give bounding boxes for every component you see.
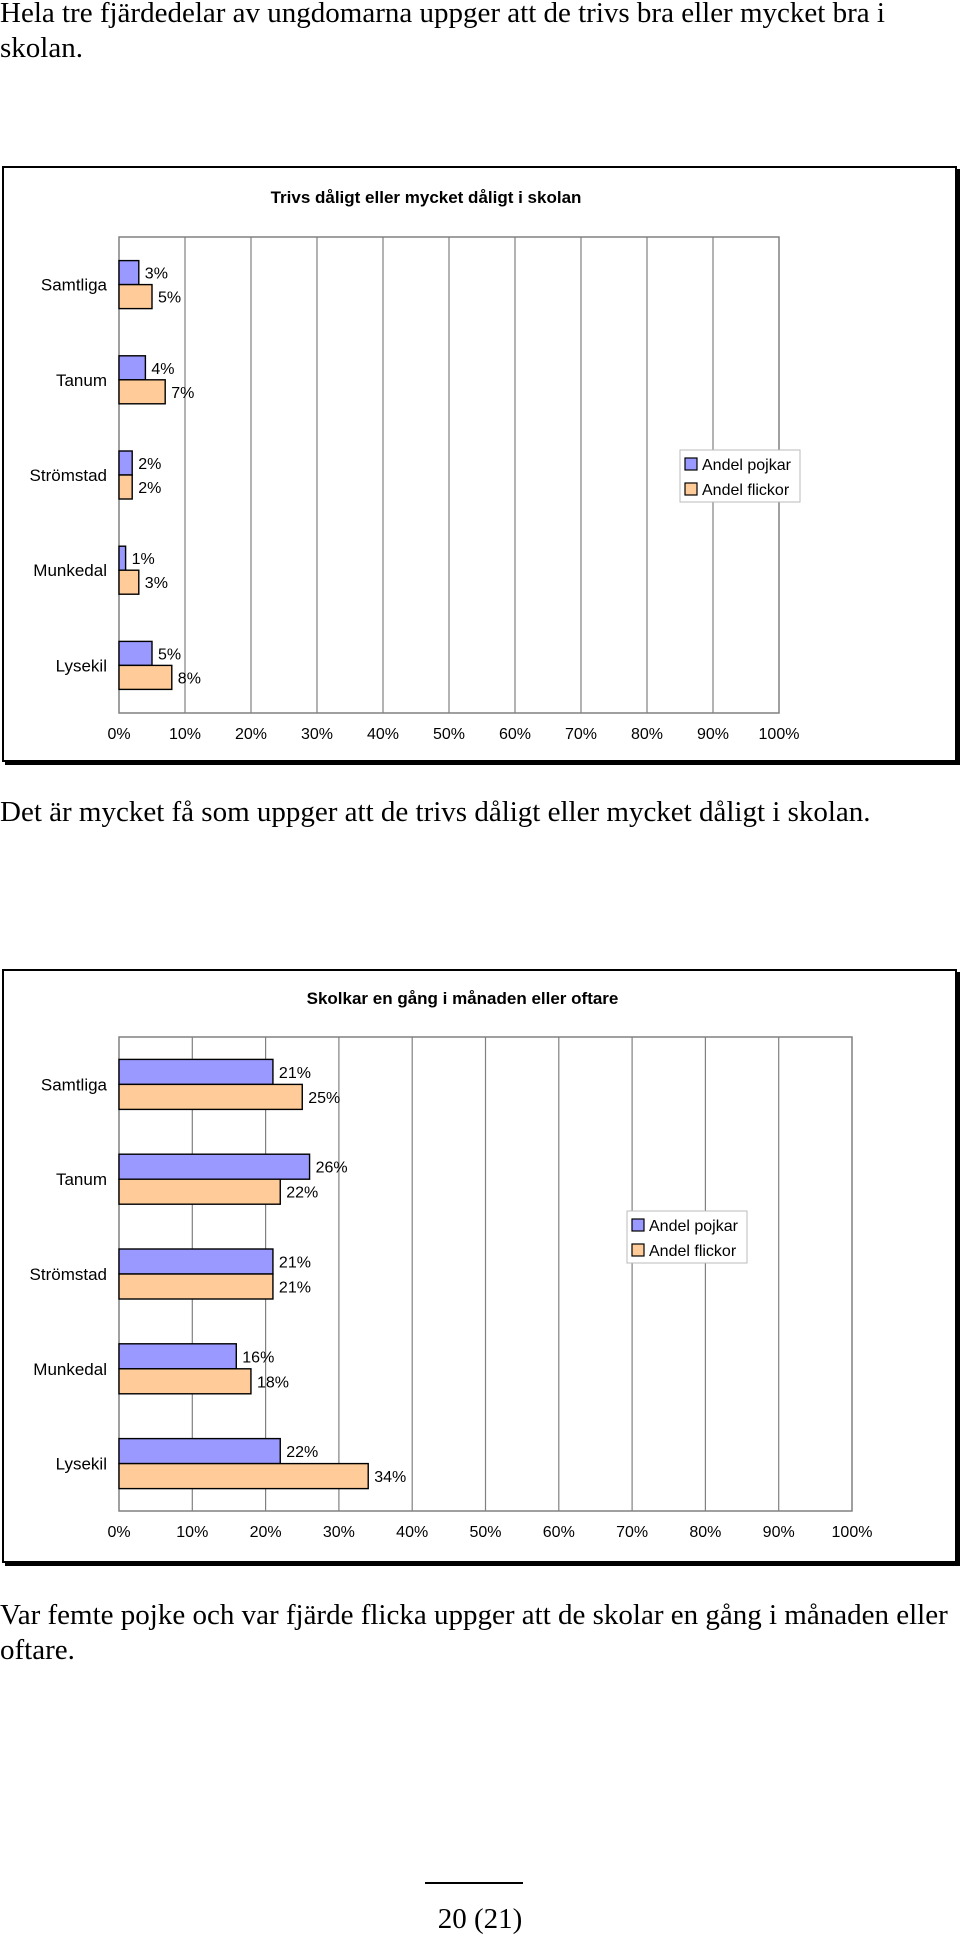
data-label: 25% [308, 1090, 340, 1107]
bar-girls [118, 1273, 274, 1300]
bar-girls [118, 569, 140, 595]
x-tick-label: 90% [763, 1524, 795, 1541]
bar-girls [118, 1083, 303, 1111]
bar-girls [118, 1368, 252, 1395]
bar-boys [118, 450, 133, 476]
legend-swatch-girls [631, 1243, 645, 1257]
chart-well-being: Trivs dåligt eller mycket dåligt i skola… [2, 166, 957, 762]
chart-svg: Skolkar en gång i månaden eller oftare 0%… [30, 989, 873, 1541]
bar-girls [118, 474, 133, 500]
data-label: 34% [374, 1469, 406, 1486]
bar-girls [118, 1178, 281, 1205]
bar-boys [118, 545, 127, 571]
data-label: 2% [138, 480, 161, 497]
category-label: Samtliga [41, 1075, 108, 1094]
bar-boys [118, 1058, 274, 1086]
bar-boys [118, 1437, 281, 1465]
data-label: 3% [145, 266, 168, 283]
data-label: 5% [158, 290, 181, 307]
data-label: 3% [145, 575, 168, 592]
chart-truancy: Skolkar en gång i månaden eller oftare 0%… [2, 969, 957, 1563]
legend-swatch-boys [631, 1218, 645, 1232]
legend-label: Andel flickor [649, 1243, 737, 1260]
x-tick-label: 40% [396, 1524, 428, 1541]
bar-boys [118, 1248, 274, 1275]
x-tick-label: 0% [107, 726, 130, 743]
x-tick-label: 100% [759, 726, 800, 743]
bar-boys [118, 1343, 237, 1370]
legend-label: Andel flickor [702, 482, 790, 499]
x-tick-label: 10% [176, 1524, 208, 1541]
category-label: Tanum [56, 371, 107, 390]
x-tick-label: 60% [543, 1524, 575, 1541]
x-tick-label: 50% [469, 1524, 501, 1541]
data-label: 21% [279, 1255, 311, 1272]
bar-girls [118, 1462, 369, 1490]
legend-box [679, 449, 801, 503]
x-tick-label: 90% [697, 726, 729, 743]
bar-girls [118, 379, 166, 405]
data-label: 21% [279, 1280, 311, 1297]
legend-label: Andel pojkar [649, 1218, 739, 1235]
bar-boys [118, 640, 153, 667]
x-tick-label: 100% [832, 1524, 873, 1541]
data-label: 22% [286, 1444, 318, 1461]
x-tick-label: 10% [169, 726, 201, 743]
data-label: 16% [242, 1349, 274, 1366]
legend-swatch-girls [684, 482, 698, 496]
bar-boys [118, 355, 147, 381]
data-label: 4% [151, 361, 174, 378]
bar-girls [118, 283, 153, 310]
chart-title: Trivs dåligt eller mycket dåligt i skola… [271, 188, 582, 207]
data-label: 7% [171, 385, 194, 402]
legend-swatch-boys [684, 457, 698, 471]
data-label: 26% [316, 1160, 348, 1177]
x-tick-label: 80% [631, 726, 663, 743]
legend: Andel pojkar Andel flickor [626, 1210, 748, 1264]
bar-boys [118, 259, 140, 286]
category-label: Samtliga [41, 276, 108, 295]
category-label: Lysekil [56, 656, 107, 675]
paragraph-chart2-comment: Var femte pojke och var fjärde flicka up… [0, 1599, 948, 1666]
data-label: 2% [138, 456, 161, 473]
x-tick-label: 40% [367, 726, 399, 743]
data-label: 1% [132, 551, 155, 568]
x-tick-label: 80% [689, 1524, 721, 1541]
x-tick-label: 50% [433, 726, 465, 743]
legend: Andel pojkar Andel flickor [679, 449, 801, 503]
category-label: Strömstad [30, 466, 107, 485]
x-tick-label: 30% [301, 726, 333, 743]
category-label: Munkedal [33, 561, 107, 580]
paragraph-intro: Hela tre fjärdedelar av ungdomarna uppge… [0, 0, 885, 64]
x-tick-label: 30% [323, 1524, 355, 1541]
paragraph-chart1-comment: Det är mycket få som uppger att de trivs… [0, 796, 871, 828]
data-label: 22% [286, 1185, 318, 1202]
x-tick-label: 20% [235, 726, 267, 743]
x-tick-label: 70% [616, 1524, 648, 1541]
bar-boys [118, 1153, 311, 1180]
x-tick-label: 0% [107, 1524, 130, 1541]
page-number: 20 (21) [437, 1903, 523, 1935]
x-tick-label: 60% [499, 726, 531, 743]
legend-label: Andel pojkar [702, 457, 792, 474]
footer-rule [425, 1882, 523, 1884]
data-label: 5% [158, 646, 181, 663]
data-label: 8% [178, 670, 201, 687]
category-label: Tanum [56, 1170, 107, 1189]
data-label: 21% [279, 1065, 311, 1082]
legend-box [626, 1210, 748, 1264]
data-label: 18% [257, 1374, 289, 1391]
bar-girls [118, 664, 173, 691]
category-label: Munkedal [33, 1360, 107, 1379]
chart-title: Skolkar en gång i månaden eller oftare [307, 989, 619, 1008]
category-label: Strömstad [30, 1265, 107, 1284]
x-tick-label: 70% [565, 726, 597, 743]
x-tick-label: 20% [250, 1524, 282, 1541]
chart-svg: Trivs dåligt eller mycket dåligt i skola… [30, 188, 801, 743]
category-label: Lysekil [56, 1455, 107, 1474]
